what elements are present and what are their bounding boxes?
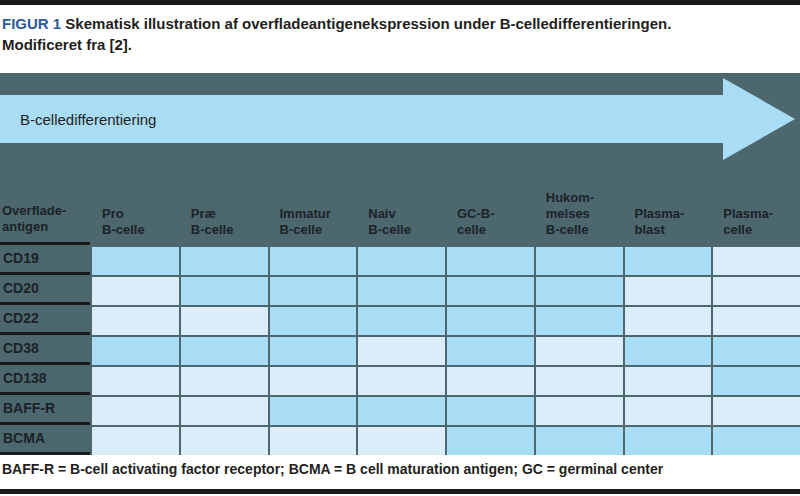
title-band: FIGUR 1 Skematisk illustration af overfl… <box>0 5 800 73</box>
expression-cell <box>179 425 268 455</box>
expression-cell <box>534 335 623 365</box>
expression-cell <box>534 395 623 425</box>
column-header: Hukom- melses B-celle <box>534 175 623 245</box>
differentiation-arrow: B-celledifferentiering <box>0 95 723 143</box>
expression-cell <box>268 275 357 305</box>
expression-cell <box>623 305 712 335</box>
row-label-cd22: CD22 <box>0 305 90 335</box>
expression-cell <box>711 425 800 455</box>
expression-cell <box>179 395 268 425</box>
expression-cell <box>268 395 357 425</box>
column-header: GC-B- celle <box>445 175 534 245</box>
expression-cell <box>623 395 712 425</box>
column-header: Immatur B-celle <box>268 175 357 245</box>
expression-cell <box>534 425 623 455</box>
expression-cell <box>90 335 179 365</box>
expression-cell <box>90 365 179 395</box>
column-header: Pro B-celle <box>90 175 179 245</box>
antigen-table: Overflade- antigenPro B-cellePræ B-celle… <box>0 175 800 455</box>
expression-cell <box>623 245 712 275</box>
figure-title-line1: Skematisk illustration af overfladeantig… <box>65 15 671 32</box>
expression-cell <box>534 245 623 275</box>
expression-cell <box>356 365 445 395</box>
expression-cell <box>445 395 534 425</box>
row-label-cd38: CD38 <box>0 335 90 365</box>
expression-cell <box>445 365 534 395</box>
expression-cell <box>445 305 534 335</box>
expression-cell <box>90 275 179 305</box>
row-label-bcma: BCMA <box>0 425 90 455</box>
expression-cell <box>711 335 800 365</box>
expression-cell <box>90 425 179 455</box>
expression-cell <box>356 305 445 335</box>
row-label-cd19: CD19 <box>0 245 90 275</box>
expression-cell <box>268 245 357 275</box>
expression-cell <box>356 425 445 455</box>
expression-cell <box>445 245 534 275</box>
expression-cell <box>268 335 357 365</box>
expression-cell <box>623 425 712 455</box>
expression-cell <box>445 425 534 455</box>
footnote-band: BAFF-R = B-cell activating factor recept… <box>0 455 800 496</box>
expression-cell <box>90 245 179 275</box>
expression-cell <box>445 275 534 305</box>
expression-cell <box>711 245 800 275</box>
expression-cell <box>179 245 268 275</box>
column-header: Plasma- celle <box>711 175 800 245</box>
differentiation-arrow-label: B-celledifferentiering <box>0 111 156 128</box>
expression-cell <box>356 245 445 275</box>
footnote-text: BAFF-R = B-cell activating factor recept… <box>2 461 794 477</box>
expression-cell <box>356 275 445 305</box>
expression-cell <box>268 425 357 455</box>
expression-cell <box>534 365 623 395</box>
expression-cell <box>356 335 445 365</box>
expression-cell <box>179 335 268 365</box>
expression-cell <box>623 365 712 395</box>
expression-cell <box>534 275 623 305</box>
figure-body: B-celledifferentiering Overflade- antige… <box>0 73 800 455</box>
expression-cell <box>356 395 445 425</box>
expression-cell <box>268 305 357 335</box>
row-label-cd20: CD20 <box>0 275 90 305</box>
expression-cell <box>90 305 179 335</box>
expression-cell <box>179 275 268 305</box>
column-header: Naiv B-celle <box>356 175 445 245</box>
expression-cell <box>445 335 534 365</box>
expression-cell <box>623 275 712 305</box>
expression-cell <box>268 365 357 395</box>
expression-cell <box>711 395 800 425</box>
figure-number-label: FIGUR 1 <box>2 15 61 32</box>
expression-cell <box>534 305 623 335</box>
bottom-rule <box>0 489 800 494</box>
expression-cell <box>623 335 712 365</box>
expression-cell <box>90 395 179 425</box>
column-header: Plasma- blast <box>623 175 712 245</box>
row-label-baff-r: BAFF-R <box>0 395 90 425</box>
figure-title-line2: Modificeret fra [2]. <box>2 36 132 53</box>
expression-cell <box>711 275 800 305</box>
arrow-head-icon <box>723 78 795 160</box>
column-header: Præ B-celle <box>179 175 268 245</box>
row-label-cd138: CD138 <box>0 365 90 395</box>
expression-cell <box>711 305 800 335</box>
expression-cell <box>179 305 268 335</box>
expression-cell <box>179 365 268 395</box>
column-header-overfladeantigen: Overflade- antigen <box>0 175 90 245</box>
expression-cell <box>711 365 800 395</box>
figure-title: FIGUR 1 Skematisk illustration af overfl… <box>2 13 794 55</box>
